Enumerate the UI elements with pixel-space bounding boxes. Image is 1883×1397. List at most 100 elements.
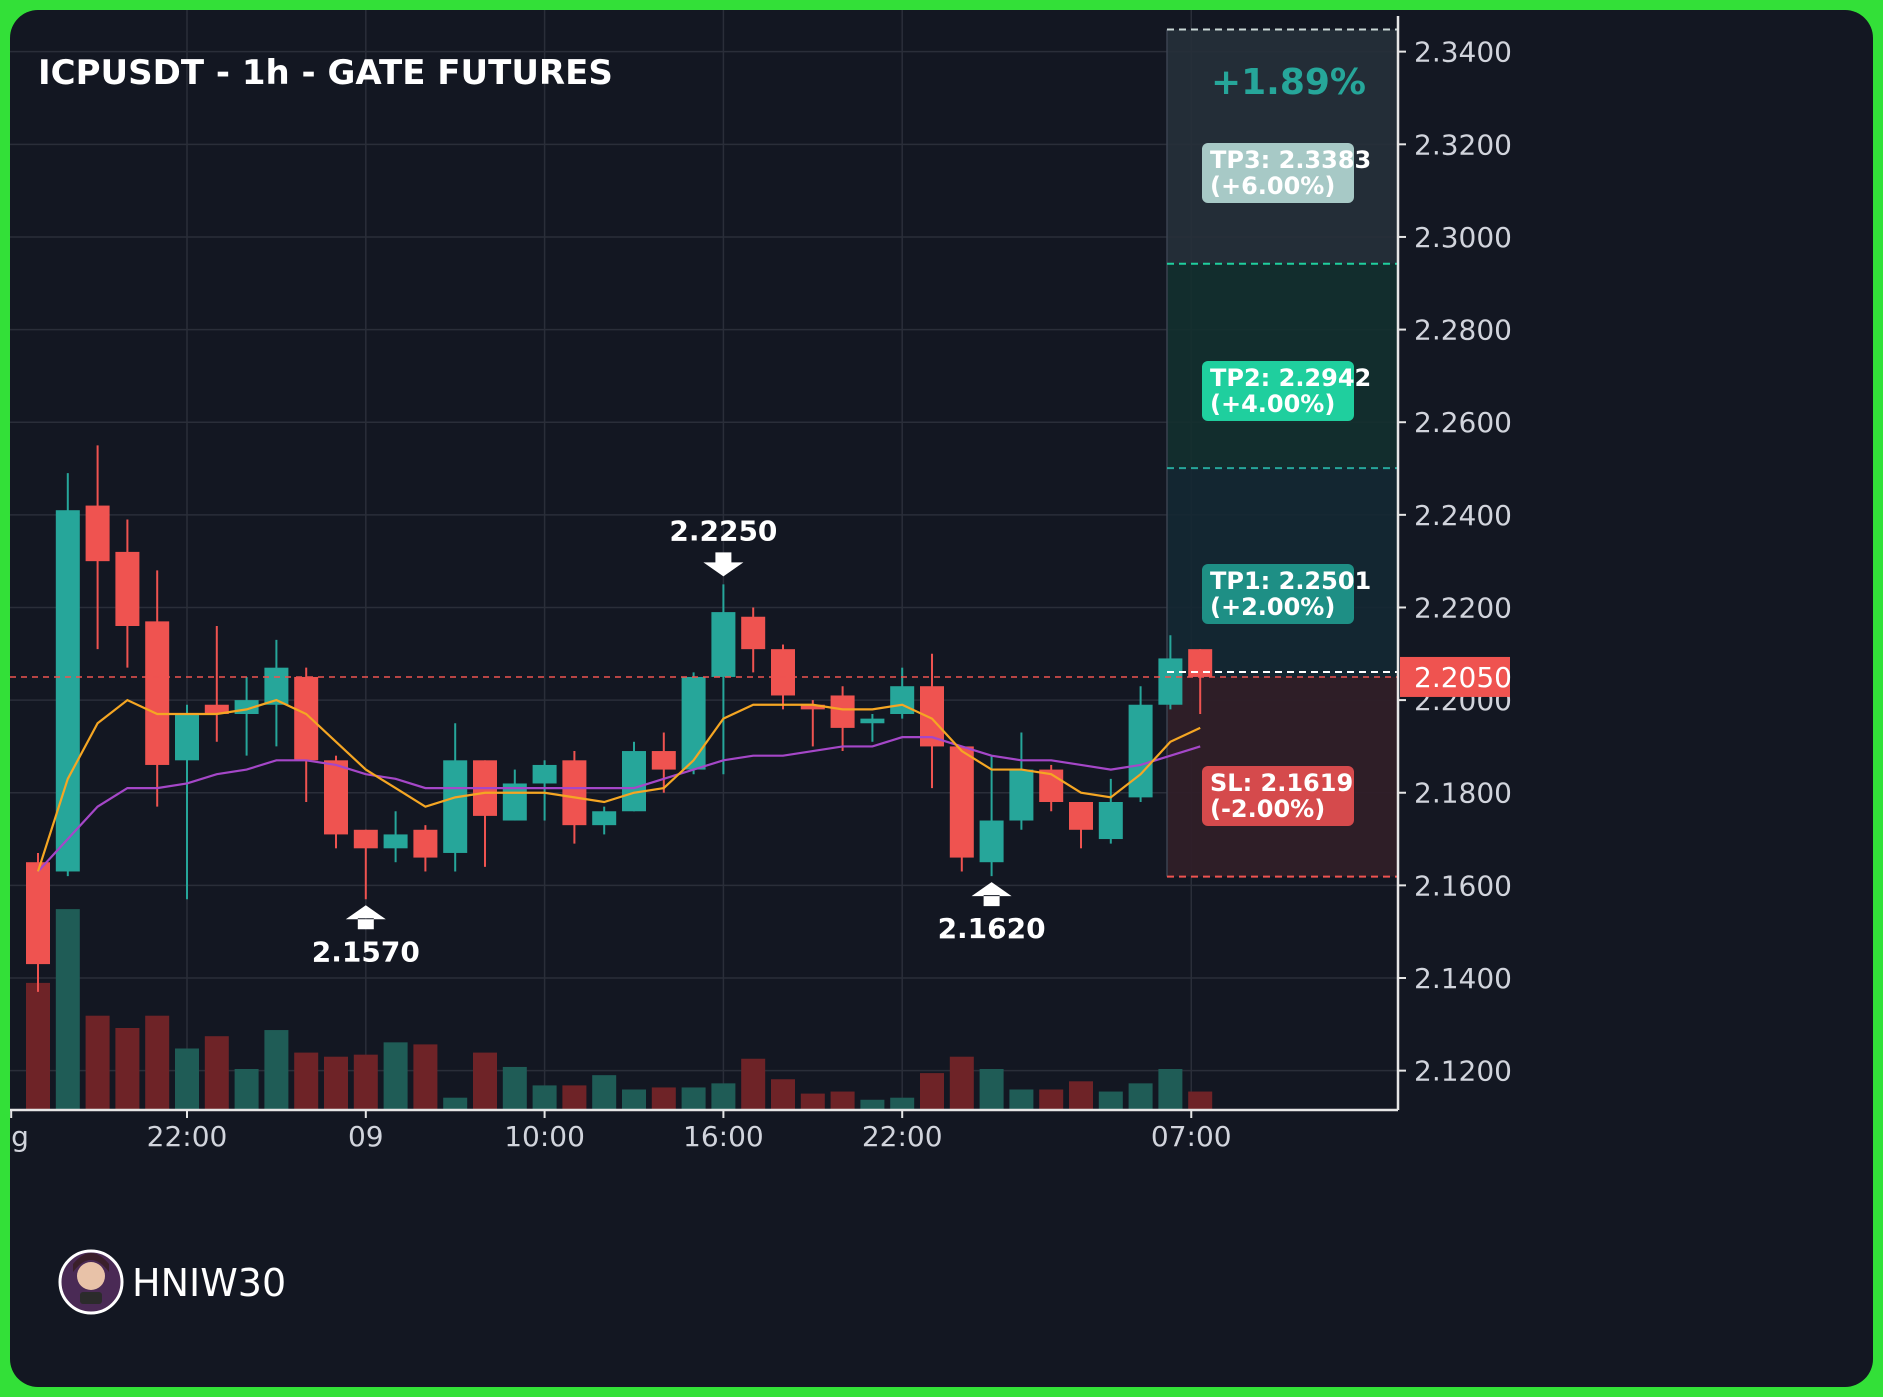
candle <box>264 639 289 747</box>
tp2-tag: TP2: 2.2942(+4.00%) <box>1202 361 1371 421</box>
candle <box>681 672 706 775</box>
candle-body <box>771 649 795 696</box>
candle <box>1069 802 1093 849</box>
candle <box>830 686 855 752</box>
candle <box>383 811 408 863</box>
y-tick-label: 2.1600 <box>1414 869 1512 902</box>
volume-bar <box>651 1087 676 1110</box>
x-tick-label: ug <box>10 1120 29 1153</box>
y-tick-label: 2.2800 <box>1414 314 1512 347</box>
volume-bar <box>175 1048 199 1110</box>
volume-bar <box>264 1030 289 1110</box>
candle <box>741 607 766 673</box>
volume-bar <box>502 1066 527 1110</box>
tp1-tag-line1: TP1: 2.2501 <box>1210 567 1371 595</box>
avatar-icon <box>58 1249 124 1315</box>
candle-body <box>532 764 557 784</box>
volume-bar <box>234 1069 259 1110</box>
volume-bar <box>920 1073 944 1110</box>
volume-bar <box>26 982 50 1110</box>
marker-label: 2.1620 <box>938 912 1046 945</box>
volume-bar <box>1009 1089 1034 1110</box>
candle <box>26 852 50 992</box>
candle <box>800 700 825 747</box>
volume-bar <box>85 1015 110 1110</box>
price-marker: 2.1570 <box>312 905 420 968</box>
candle-body <box>1158 658 1183 705</box>
candle <box>324 755 348 849</box>
watermark-username: HNIW30 <box>132 1261 286 1305</box>
candle-body <box>413 829 438 858</box>
candle <box>711 584 736 775</box>
candle-body <box>979 820 1004 863</box>
volume-bar <box>681 1087 706 1110</box>
volume-bar <box>324 1056 348 1110</box>
candle <box>294 667 319 802</box>
axes: 2.3400 2.3200 2.3000 2.2800 2.2600 2.2400 2.22… <box>10 16 1512 1153</box>
candle-body <box>26 862 50 965</box>
candle <box>413 825 438 872</box>
volume-bar <box>353 1054 378 1110</box>
candle <box>353 829 378 900</box>
candle-body <box>502 783 527 821</box>
volume-bar <box>145 1015 170 1110</box>
volume-bar <box>115 1028 140 1110</box>
level-tags: TP3: 2.3383(+6.00%)TP2: 2.2942(+4.00%)TP… <box>1202 143 1512 826</box>
candle <box>1009 732 1034 830</box>
candle <box>1098 778 1123 844</box>
tp2-tag-box <box>1202 361 1354 421</box>
candle-body <box>294 676 319 761</box>
candle <box>175 704 199 900</box>
candle <box>651 732 676 793</box>
candle <box>949 746 974 872</box>
y-tick-label: 2.3000 <box>1414 221 1512 254</box>
volume-bar <box>592 1075 617 1110</box>
candle-body <box>264 667 289 705</box>
chart-frame: 2.2250 2.1570 2.1620 2.3400 2.3200 2.3000 2.2… <box>10 10 1873 1387</box>
tp1-tag-box <box>1202 564 1354 624</box>
candle <box>532 760 557 821</box>
tp3-tag-line1: TP3: 2.3383 <box>1210 146 1371 174</box>
candle <box>890 667 915 719</box>
candle <box>1039 764 1064 812</box>
candle-body <box>592 811 617 826</box>
volume-bar <box>204 1036 229 1110</box>
volume-bar <box>1158 1069 1183 1110</box>
volume-bar <box>1069 1081 1093 1110</box>
candle <box>443 723 468 872</box>
volume-bar <box>532 1085 557 1110</box>
y-tick-label: 2.2200 <box>1414 591 1512 624</box>
current-price-tag: 2.2050 <box>1400 656 1512 697</box>
candle-body <box>353 829 378 849</box>
candle <box>234 676 259 756</box>
volume-bar <box>383 1042 408 1110</box>
volume-bars <box>26 909 1213 1110</box>
candle-body <box>800 704 825 710</box>
candle-body <box>681 676 706 770</box>
volume-bar <box>890 1097 915 1110</box>
volume-bar <box>711 1083 736 1110</box>
candlestick-chart[interactable]: 2.2250 2.1570 2.1620 2.3400 2.3200 2.3000 2.2… <box>10 10 1873 1387</box>
current-price-box <box>1400 656 1510 697</box>
y-tick-label: 2.3200 <box>1414 128 1512 161</box>
candle <box>920 653 944 789</box>
candle-body <box>651 751 676 770</box>
volume-bar <box>949 1056 974 1110</box>
x-tick-label: 22:00 <box>147 1120 228 1153</box>
volume-bar <box>800 1093 825 1110</box>
candle-body <box>85 505 110 562</box>
candle-body <box>175 714 199 761</box>
y-tick-label: 2.2600 <box>1414 406 1512 439</box>
candle <box>85 445 110 650</box>
candle <box>145 570 170 807</box>
volume-bar <box>860 1099 885 1110</box>
arrow-up-icon <box>345 905 386 930</box>
volume-bar <box>413 1044 438 1110</box>
candle <box>1128 686 1153 802</box>
volume-bar <box>771 1079 795 1110</box>
candle-body <box>860 718 885 724</box>
tp2-tag-line1: TP2: 2.2942 <box>1210 364 1371 392</box>
candles[interactable] <box>26 445 1213 992</box>
marker-label: 2.1570 <box>312 935 420 968</box>
candle-body <box>1069 802 1093 830</box>
